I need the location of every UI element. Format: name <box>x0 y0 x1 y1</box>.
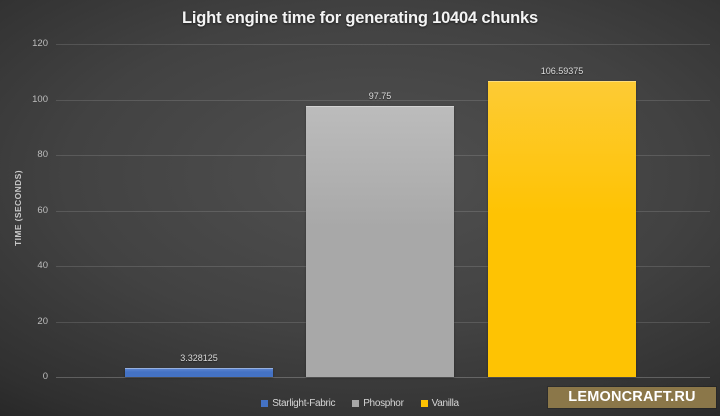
gridline <box>56 99 710 101</box>
gridline <box>56 377 710 378</box>
y-tick-label: 60 <box>37 204 48 216</box>
legend-item-vanilla: Vanilla <box>420 398 459 409</box>
chart-title: Light engine time for generating 10404 c… <box>182 9 538 27</box>
bar-vanilla <box>488 81 636 377</box>
y-tick-label: 40 <box>37 260 48 271</box>
chart-legend: Starlight-Fabric Phosphor Vanilla <box>0 398 720 409</box>
bar-value-label: 3.328125 <box>180 352 218 363</box>
bar-phosphor <box>306 105 454 377</box>
legend-swatch-icon <box>420 400 428 407</box>
y-tick-label: 20 <box>37 315 48 327</box>
legend-item-starlight-fabric: Starlight-Fabric <box>261 398 335 409</box>
bar-value-label: 97.75 <box>368 90 392 101</box>
y-tick-label: 120 <box>32 38 48 49</box>
bar-starlight-fabric <box>125 367 273 377</box>
gridline <box>56 44 710 45</box>
legend-label: Starlight-Fabric <box>272 398 336 409</box>
y-tick-label: 0 <box>42 371 48 382</box>
legend-label: Vanilla <box>431 398 459 409</box>
legend-swatch-icon <box>261 400 269 407</box>
watermark-badge: LEMONCRAFT.RU <box>548 387 716 408</box>
legend-swatch-icon <box>352 400 360 407</box>
watermark-text: LEMONCRAFT.RU <box>568 389 696 405</box>
bar-value-label: 106.59375 <box>540 66 584 77</box>
legend-label: Phosphor <box>363 398 404 409</box>
legend-item-phosphor: Phosphor <box>352 398 404 409</box>
y-tick-label: 80 <box>37 149 48 160</box>
y-tick-label: 100 <box>32 93 48 105</box>
